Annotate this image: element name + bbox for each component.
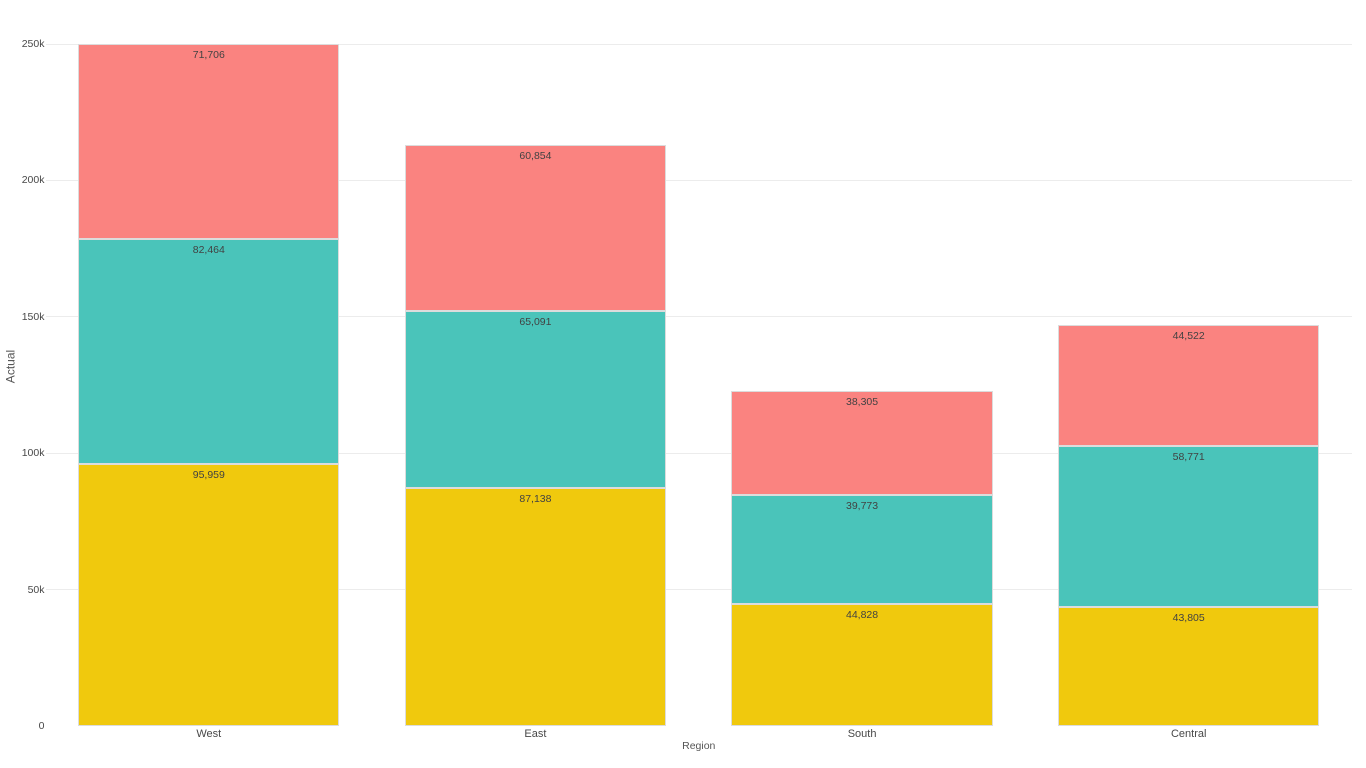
value-label-east-segment-top: 60,854 — [519, 149, 552, 162]
y-tick-label: 50k — [27, 583, 45, 596]
bar-central-segment-middle[interactable] — [1058, 446, 1320, 607]
bar-east-segment-bottom[interactable] — [404, 488, 667, 727]
y-tick-label: 200k — [21, 174, 45, 187]
x-axis-title: Region — [682, 739, 716, 752]
x-tick-label-central: Central — [1170, 728, 1207, 740]
value-label-central-segment-top: 44,522 — [1172, 329, 1205, 342]
bar-central-segment-bottom[interactable] — [1058, 606, 1320, 727]
value-label-west-segment-middle: 82,464 — [192, 244, 225, 257]
x-tick-label-south: South — [847, 728, 877, 740]
value-label-west-segment-top: 71,706 — [192, 48, 225, 61]
y-tick-label: 250k — [21, 38, 45, 50]
bar-central-segment-top[interactable] — [1058, 324, 1320, 447]
bar-west-segment-bottom[interactable] — [78, 464, 340, 727]
bar-west-segment-top[interactable] — [78, 43, 340, 240]
y-axis-title: Actual — [3, 349, 18, 384]
value-label-south-segment-middle: 39,773 — [845, 500, 879, 513]
bar-east-segment-middle[interactable] — [404, 310, 667, 489]
x-tick-label-east: East — [524, 728, 547, 740]
bar-south-segment-top[interactable] — [731, 390, 993, 496]
value-label-east-segment-bottom: 87,138 — [519, 493, 552, 506]
bar-south-segment-middle[interactable] — [731, 495, 993, 604]
value-label-central-segment-middle: 58,771 — [1172, 451, 1205, 464]
value-label-central-segment-bottom: 43,805 — [1172, 611, 1205, 624]
bar-east-segment-top[interactable] — [404, 144, 667, 311]
bar-south-segment-bottom[interactable] — [731, 603, 993, 727]
value-label-south-segment-bottom: 44,828 — [845, 608, 879, 621]
value-label-south-segment-top: 38,305 — [845, 395, 879, 408]
y-tick-label: 100k — [21, 447, 45, 460]
x-tick-label-west: West — [196, 728, 222, 740]
value-label-west-segment-bottom: 95,959 — [192, 469, 225, 482]
y-tick-label: 150k — [21, 310, 45, 323]
y-tick-label: 0 — [38, 720, 45, 733]
value-label-east-segment-middle: 65,091 — [519, 315, 552, 328]
bar-west-segment-middle[interactable] — [78, 239, 340, 465]
